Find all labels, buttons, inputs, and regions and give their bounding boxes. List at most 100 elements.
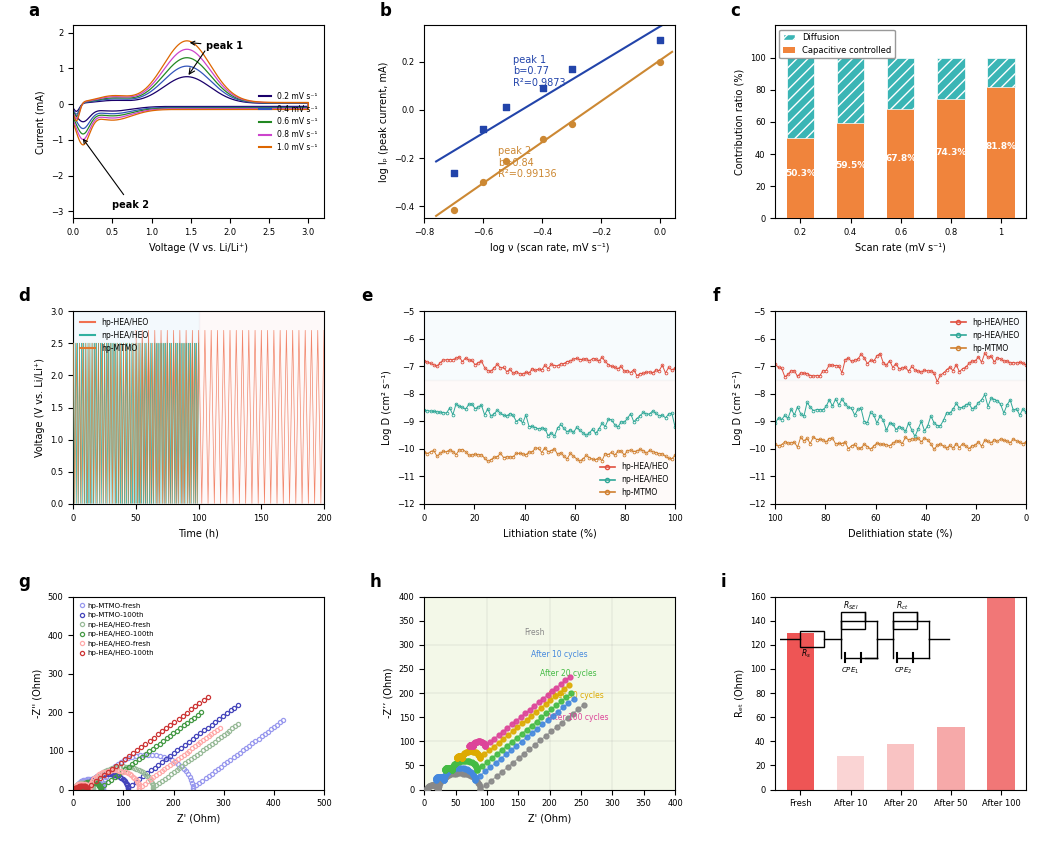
Text: Fresh: Fresh	[525, 628, 545, 638]
Bar	[786, 633, 815, 790]
np-HEA/HEO-100th	[195, 707, 207, 717]
hp-MTMO-100th	[76, 780, 89, 790]
Legend: 0.2 mV s⁻¹, 0.4 mV s⁻¹, 0.6 mV s⁻¹, 0.8 mV s⁻¹, 1.0 mV s⁻¹: 0.2 mV s⁻¹, 0.4 mV s⁻¹, 0.6 mV s⁻¹, 0.8 …	[257, 89, 320, 155]
Bar	[887, 744, 914, 790]
hp-MTMO-100th	[99, 769, 112, 779]
np-HEA/HEO-fresh	[232, 719, 245, 729]
Bar	[937, 99, 964, 218]
Line: np-HEA/HEO-100th: np-HEA/HEO-100th	[72, 711, 203, 791]
Bar	[776, 311, 1026, 380]
Bar	[424, 311, 675, 380]
Text: b: b	[379, 2, 391, 20]
np-HEA/HEO-fresh	[83, 779, 95, 789]
Text: f: f	[713, 288, 720, 306]
hp-HEA/HEO-fresh	[106, 765, 118, 775]
Text: After 50 cycles: After 50 cycles	[547, 691, 603, 700]
Point	[446, 166, 463, 180]
hp-MTMO-fresh	[86, 774, 98, 784]
hp-MTMO-fresh	[277, 715, 290, 725]
Legend: Diffusion, Capacitive controlled: Diffusion, Capacitive controlled	[780, 30, 894, 59]
Point	[652, 33, 669, 47]
np-HEA/HEO-fresh	[68, 784, 81, 795]
hp-HEA/HEO-fresh	[80, 779, 92, 790]
np-HEA/HEO-100th	[72, 782, 85, 792]
Point	[474, 122, 491, 136]
hp-MTMO-100th	[79, 780, 91, 790]
Text: peak 2: peak 2	[84, 139, 150, 210]
hp-HEA/HEO-100th	[201, 692, 214, 702]
hp-HEA/HEO-fresh	[68, 784, 81, 795]
Point	[497, 154, 514, 167]
Line: np-HEA/HEO-fresh: np-HEA/HEO-fresh	[72, 722, 241, 791]
hp-MTMO-fresh	[262, 727, 274, 737]
Text: i: i	[720, 573, 726, 591]
hp-HEA/HEO-100th	[70, 784, 83, 794]
Bar	[987, 58, 1015, 87]
hp-HEA/HEO-fresh	[200, 733, 213, 743]
np-HEA/HEO-fresh	[114, 762, 127, 772]
Text: peak 2
b=0.84
R²=0.99136: peak 2 b=0.84 R²=0.99136	[498, 146, 557, 179]
Bar	[887, 58, 914, 110]
Point	[563, 117, 580, 131]
Text: peak 1
b=0.77
R²=0.9873: peak 1 b=0.77 R²=0.9873	[513, 54, 565, 87]
Text: 67.8%: 67.8%	[885, 154, 916, 163]
np-HEA/HEO-fresh	[208, 736, 221, 746]
Line: hp-HEA/HEO-100th: hp-HEA/HEO-100th	[72, 694, 209, 791]
np-HEA/HEO-fresh	[218, 730, 230, 740]
Line: hp-HEA/HEO-fresh: hp-HEA/HEO-fresh	[72, 726, 222, 791]
np-HEA/HEO-100th	[68, 784, 81, 795]
Y-axis label: -Z'' (Ohm): -Z'' (Ohm)	[32, 668, 42, 717]
Text: 81.8%: 81.8%	[985, 142, 1017, 150]
hp-MTMO-fresh	[90, 776, 103, 786]
Bar	[987, 87, 1015, 218]
Point	[652, 55, 669, 69]
np-HEA/HEO-100th	[168, 728, 180, 739]
Y-axis label: -Z’’ (Ohm): -Z’’ (Ohm)	[383, 668, 394, 718]
np-HEA/HEO-100th	[84, 777, 96, 787]
Legend: hp-HEA/HEO, np-HEA/HEO, hp-MTMO: hp-HEA/HEO, np-HEA/HEO, hp-MTMO	[948, 315, 1022, 356]
np-HEA/HEO-fresh	[135, 766, 148, 776]
hp-MTMO-100th	[213, 714, 225, 724]
hp-HEA/HEO-100th	[70, 784, 83, 794]
Y-axis label: log Iₚ (peak current, mA): log Iₚ (peak current, mA)	[379, 62, 388, 183]
np-HEA/HEO-100th	[178, 720, 191, 730]
Y-axis label: Log D (cm² s⁻¹): Log D (cm² s⁻¹)	[381, 370, 392, 445]
Text: g: g	[18, 573, 30, 591]
X-axis label: Scan rate (mV s⁻¹): Scan rate (mV s⁻¹)	[855, 243, 946, 253]
Y-axis label: Voltage (V vs. Li/Li⁺): Voltage (V vs. Li/Li⁺)	[35, 358, 45, 457]
Point	[446, 203, 463, 216]
hp-MTMO-100th	[114, 772, 127, 782]
Text: c: c	[730, 2, 740, 20]
Bar	[837, 58, 865, 123]
hp-MTMO-fresh	[137, 750, 150, 760]
Y-axis label: Current (mA): Current (mA)	[36, 90, 46, 154]
hp-MTMO-100th	[69, 784, 82, 795]
X-axis label: log ν (scan rate, mV s⁻¹): log ν (scan rate, mV s⁻¹)	[490, 243, 609, 253]
Text: h: h	[370, 573, 381, 591]
hp-MTMO-fresh	[69, 784, 82, 795]
Legend: hp-HEA/HEO, np-HEA/HEO, hp-MTMO: hp-HEA/HEO, np-HEA/HEO, hp-MTMO	[77, 315, 152, 356]
hp-HEA/HEO-100th	[80, 781, 92, 791]
np-HEA/HEO-100th	[73, 783, 86, 793]
hp-MTMO-100th	[232, 700, 245, 710]
Text: After 100 cycles: After 100 cycles	[547, 712, 608, 722]
Line: hp-MTMO-fresh: hp-MTMO-fresh	[73, 718, 286, 791]
Point	[563, 62, 580, 76]
Text: 50.3%: 50.3%	[785, 170, 816, 178]
X-axis label: Delithiation state (%): Delithiation state (%)	[848, 528, 953, 538]
Bar	[786, 138, 815, 218]
Text: 74.3%: 74.3%	[935, 149, 966, 157]
np-HEA/HEO-100th	[91, 779, 104, 789]
hp-HEA/HEO-fresh	[214, 722, 226, 733]
Text: d: d	[18, 288, 30, 306]
Point	[497, 101, 514, 115]
Y-axis label: Rₑₜ (Ohm): Rₑₜ (Ohm)	[734, 669, 744, 717]
Bar	[424, 380, 675, 504]
hp-HEA/HEO-100th	[75, 780, 88, 790]
Text: After 10 cycles: After 10 cycles	[531, 650, 587, 659]
X-axis label: Z' (Ohm): Z' (Ohm)	[528, 814, 572, 824]
np-HEA/HEO-fresh	[80, 778, 92, 788]
X-axis label: Voltage (V vs. Li/Li⁺): Voltage (V vs. Li/Li⁺)	[149, 243, 248, 253]
Point	[474, 176, 491, 189]
Bar	[73, 311, 199, 504]
